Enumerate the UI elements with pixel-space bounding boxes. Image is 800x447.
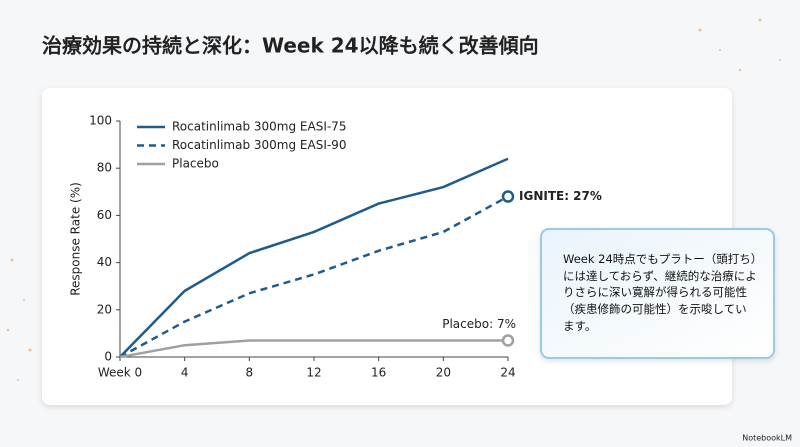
series-line	[119, 195, 509, 359]
x-tick-label: 24	[500, 366, 515, 380]
x-tick-label: 12	[306, 366, 321, 380]
y-tick-label: 100	[89, 114, 112, 128]
x-tick-label: 4	[181, 366, 189, 380]
footer: NotebookLM	[742, 434, 792, 443]
y-tick-label: 0	[104, 350, 112, 364]
series-line	[119, 157, 509, 358]
slide-title: 治療効果の持続と深化：Week 24以降も続く改善傾向	[42, 34, 539, 58]
x-tick-label: Week 0	[98, 366, 142, 380]
callout-text: Week 24時点でもプラトー（頭打ち）には達しておらず、継続的な治療によりさら…	[563, 252, 757, 333]
decor-dots	[6, 18, 781, 381]
callout-container: Week 24時点でもプラトー（頭打ち）には達しておらず、継続的な治療によりさら…	[563, 252, 757, 333]
end-marker	[501, 334, 515, 347]
chart: 0 20 40 60 80 100 Week 0 4 8 12 16 20 24 Response Rat…	[69, 114, 602, 380]
annotation: IGNITE: 27%	[519, 189, 602, 203]
legend-label: Rocatinlimab 300mg EASI-90	[172, 138, 346, 152]
y-tick-label: 80	[97, 161, 112, 175]
y-axis-label: Response Rate (%)	[69, 182, 83, 296]
x-tick-label: 16	[371, 366, 386, 380]
annotation: Placebo: 7%	[442, 317, 516, 331]
series-line	[119, 339, 508, 359]
x-tick-label: 20	[436, 366, 451, 380]
legend-label: Rocatinlimab 300mg EASI-75	[172, 120, 346, 134]
y-tick-label: 60	[97, 208, 112, 222]
y-tick-label: 40	[97, 255, 112, 269]
end-marker	[501, 190, 515, 203]
callout-box	[540, 228, 775, 359]
legend-label: Placebo	[172, 157, 219, 171]
x-tick-label: 8	[246, 366, 254, 380]
y-tick-label: 20	[97, 302, 112, 316]
